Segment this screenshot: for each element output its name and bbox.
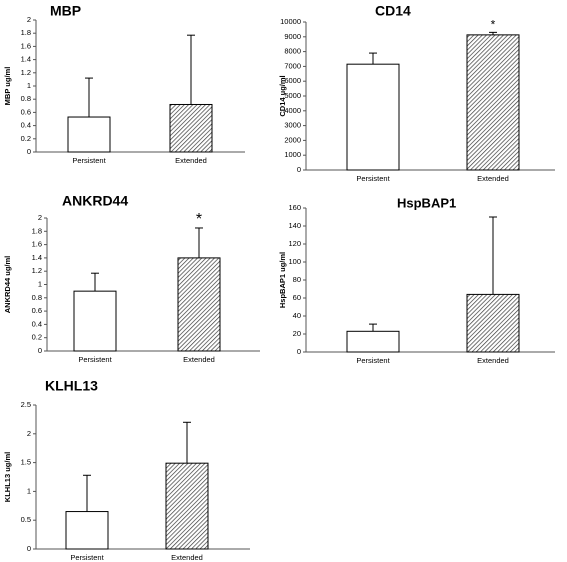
x-category-label: Extended — [183, 355, 215, 364]
chart-svg: ANKRD44 ANKRD44 ug/ml 0 0.2 0.4 0.6 0.8 1 1.2 1.4… — [3, 193, 260, 364]
y-tick-label: 6000 — [284, 76, 301, 85]
x-category-label: Extended — [171, 553, 203, 562]
x-category-label: Persistent — [78, 355, 112, 364]
y-tick-label: 0.5 — [21, 515, 31, 524]
y-tick-label: 1.8 — [32, 226, 42, 235]
y-tick-label: 2000 — [284, 135, 301, 144]
y-axis-label: HspBAP1 ug/ml — [278, 252, 287, 308]
y-tick-label: 0.4 — [21, 121, 31, 130]
chart-klhl13: KLHL13 KLHL13 ug/ml 0 0.5 1 1.5 2 2.5 Persistent… — [0, 375, 270, 562]
y-tick-label: 0.8 — [21, 94, 31, 103]
y-tick-label: 1.6 — [21, 41, 31, 50]
y-tick-label: 140 — [288, 221, 301, 230]
y-tick-label: 0 — [297, 347, 301, 356]
y-tick-label: 3000 — [284, 121, 301, 130]
chart-cd14: CD14 CD14 ug/ml 0 1000 2000 3000 4000 5000 6000 7… — [275, 0, 567, 190]
y-tick-label: 7000 — [284, 61, 301, 70]
y-tick-label: 0.6 — [32, 306, 42, 315]
bar-extended — [466, 293, 520, 353]
y-tick-label: 120 — [288, 239, 301, 248]
y-axis-label: KLHL13 ug/ml — [3, 452, 12, 502]
y-tick-label: 0.6 — [21, 107, 31, 116]
y-tick-label: 1000 — [284, 150, 301, 159]
y-tick-label: 100 — [288, 257, 301, 266]
y-tick-label: 0 — [27, 147, 31, 156]
y-tick-label: 0 — [297, 165, 301, 174]
y-tick-label: 2 — [38, 213, 42, 222]
chart-title: ANKRD44 — [62, 193, 128, 209]
x-category-label: Persistent — [72, 156, 106, 165]
bar-persistent — [65, 511, 109, 550]
y-axis-label: ANKRD44 ug/ml — [3, 256, 12, 314]
bar-extended — [177, 257, 221, 352]
y-tick-label: 0.2 — [32, 333, 42, 342]
y-tick-label: 5000 — [284, 91, 301, 100]
y-tick-label: 0.4 — [32, 319, 42, 328]
y-tick-label: 9000 — [284, 32, 301, 41]
bar-extended — [169, 103, 213, 153]
y-tick-label: 1.4 — [21, 55, 31, 64]
y-tick-label: 60 — [293, 293, 301, 302]
y-tick-label: 1.2 — [32, 266, 42, 275]
significance-marker: * — [491, 17, 496, 31]
x-category-label: Extended — [175, 156, 207, 165]
x-category-label: Persistent — [70, 553, 104, 562]
y-tick-label: 0.2 — [21, 134, 31, 143]
y-tick-label: 2.5 — [21, 400, 31, 409]
y-tick-label: 4000 — [284, 106, 301, 115]
y-tick-label: 1.5 — [21, 458, 31, 467]
bar-persistent — [67, 116, 111, 153]
y-tick-label: 80 — [293, 275, 301, 284]
significance-marker: * — [196, 211, 202, 228]
y-tick-label: 160 — [288, 203, 301, 212]
bar-extended — [165, 462, 209, 550]
y-tick-label: 1 — [27, 81, 31, 90]
chart-svg: HspBAP1 HspBAP1 ug/ml 0 20 40 60 80 100 120 140 16… — [278, 195, 555, 365]
y-tick-label: 8000 — [284, 47, 301, 56]
y-tick-label: 0.8 — [32, 293, 42, 302]
x-category-label: Extended — [477, 356, 509, 365]
y-tick-label: 0 — [38, 346, 42, 355]
chart-hspbap1: HspBAP1 HspBAP1 ug/ml 0 20 40 60 80 100 120 140 16… — [275, 192, 567, 372]
y-tick-label: 1 — [38, 279, 42, 288]
chart-title: CD14 — [375, 3, 411, 19]
y-tick-label: 40 — [293, 311, 301, 320]
y-axis-label: MBP ug/ml — [3, 67, 12, 106]
y-tick-label: 20 — [293, 329, 301, 338]
y-tick-label: 1.8 — [21, 28, 31, 37]
y-tick-label: 2 — [27, 429, 31, 438]
chart-title: HspBAP1 — [397, 195, 456, 210]
chart-title: MBP — [50, 3, 81, 19]
x-category-label: Persistent — [356, 356, 390, 365]
y-tick-label: 10000 — [280, 17, 301, 26]
y-tick-label: 1 — [27, 486, 31, 495]
chart-mbp: MBP MBP ug/ml 0 0.2 0.4 0.6 0.8 1 1.2 1.4 1.6 1.8 2 P… — [0, 0, 270, 170]
y-tick-label: 1.6 — [32, 240, 42, 249]
bar-extended — [466, 34, 520, 171]
x-category-label: Extended — [477, 174, 509, 183]
chart-ankrd44: ANKRD44 ANKRD44 ug/ml 0 0.2 0.4 0.6 0.8 1 1.2 1.4… — [0, 192, 270, 372]
chart-title: KLHL13 — [45, 378, 98, 394]
y-tick-label: 1.2 — [21, 68, 31, 77]
chart-svg: CD14 CD14 ug/ml 0 1000 2000 3000 4000 5000 6000 7… — [278, 3, 555, 183]
y-tick-label: 0 — [27, 544, 31, 553]
bar-persistent — [346, 63, 400, 171]
chart-svg: MBP MBP ug/ml 0 0.2 0.4 0.6 0.8 1 1.2 1.4 1.6 1.8 2 P… — [3, 3, 245, 165]
bar-persistent — [73, 290, 117, 352]
y-tick-label: 2 — [27, 15, 31, 24]
x-category-label: Persistent — [356, 174, 390, 183]
bar-persistent — [346, 330, 400, 353]
y-tick-label: 1.4 — [32, 253, 42, 262]
chart-svg: KLHL13 KLHL13 ug/ml 0 0.5 1 1.5 2 2.5 Persistent… — [3, 378, 250, 562]
y-axis-label: CD14 ug/ml — [278, 75, 287, 116]
